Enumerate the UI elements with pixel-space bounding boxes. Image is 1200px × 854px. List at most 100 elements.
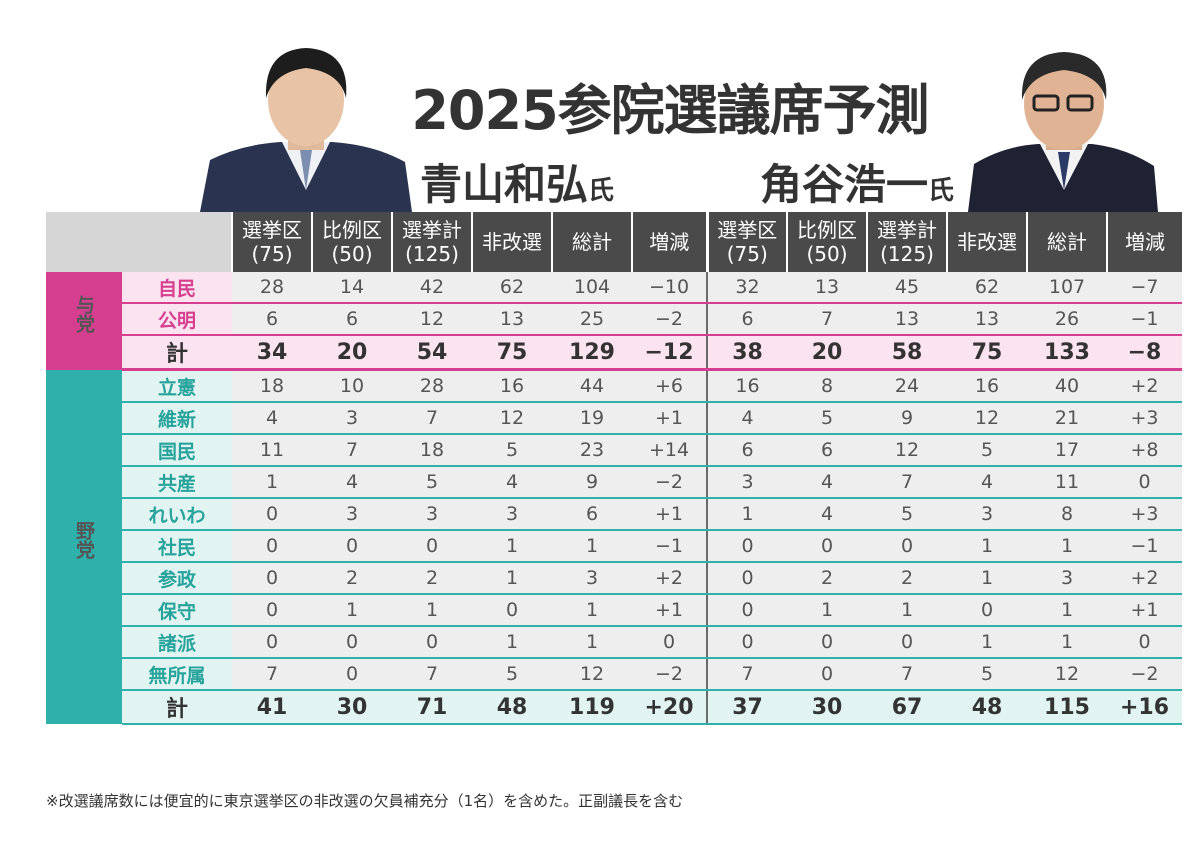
- table-row: 国民 11 7 18 5 23 +14 6 6 12 5 17 +8: [46, 434, 1182, 467]
- party-name: 保守: [122, 594, 232, 627]
- seat-value-aoyama: 42: [392, 272, 472, 304]
- seat-value-sumiya: 12: [947, 402, 1027, 435]
- seat-value-sumiya: 0: [707, 562, 787, 595]
- seat-value-sumiya: −1: [1107, 303, 1182, 336]
- seat-value-sumiya: 1: [947, 530, 1027, 563]
- total-row: 計 41 30 71 48 119 +20 37 30 67 48 115 +16: [46, 690, 1182, 725]
- party-name: 国民: [122, 434, 232, 467]
- seat-value-sumiya: −2: [1107, 658, 1182, 691]
- header-cell: 総計: [552, 212, 633, 272]
- seat-value-sumiya: 107: [1027, 272, 1107, 304]
- seat-value-sumiya: 13: [867, 303, 947, 336]
- seat-value-aoyama: +20: [632, 690, 708, 725]
- table-row: 参政 0 2 2 1 3 +2 0 2 2 1 3 +2: [46, 562, 1182, 595]
- total-row: 計 34 20 54 75 129 −12 38 20 58 75 133 −8: [46, 335, 1182, 371]
- seat-value-aoyama: 1: [552, 530, 632, 563]
- header-cell: 非改選: [472, 212, 553, 272]
- seat-value-aoyama: 16: [472, 369, 552, 403]
- seat-value-sumiya: 5: [867, 498, 947, 531]
- seat-value-sumiya: 8: [1027, 498, 1107, 531]
- seat-value-aoyama: 2: [312, 562, 392, 595]
- table-row: 野党 立憲 18 10 28 16 44 +6 16 8 24 16 40 +2: [46, 369, 1182, 724]
- seat-value-sumiya: +1: [1107, 594, 1182, 627]
- seat-value-aoyama: −2: [632, 658, 708, 691]
- party-name: 共産: [122, 466, 232, 499]
- seat-value-aoyama: 1: [472, 626, 552, 659]
- seat-value-sumiya: 0: [707, 594, 787, 627]
- table-row: 共産 1 4 5 4 9 −2 3 4 7 4 11 0: [46, 466, 1182, 499]
- seat-value-aoyama: 5: [472, 658, 552, 691]
- seat-value-aoyama: −12: [632, 335, 708, 371]
- seat-value-aoyama: 9: [552, 466, 632, 499]
- table-row: 無所属 7 0 7 5 12 −2 7 0 7 5 12 −2: [46, 658, 1182, 691]
- seat-value-sumiya: 4: [947, 466, 1027, 499]
- seat-value-aoyama: 1: [472, 562, 552, 595]
- seat-value-aoyama: 1: [472, 530, 552, 563]
- seat-value-aoyama: 4: [232, 402, 312, 435]
- seat-value-aoyama: 6: [552, 498, 632, 531]
- seat-value-aoyama: −2: [632, 303, 708, 336]
- seat-value-sumiya: 1: [947, 562, 1027, 595]
- seat-value-aoyama: 62: [472, 272, 552, 304]
- seat-value-sumiya: −1: [1107, 530, 1182, 563]
- seat-value-sumiya: 67: [867, 690, 947, 725]
- header-cell: 非改選: [947, 212, 1028, 272]
- seat-value-sumiya: 4: [707, 402, 787, 435]
- seat-value-sumiya: 3: [707, 466, 787, 499]
- seat-value-aoyama: 28: [232, 272, 312, 304]
- seat-value-sumiya: 20: [787, 335, 867, 371]
- seat-value-sumiya: 7: [787, 303, 867, 336]
- seat-value-sumiya: 24: [867, 369, 947, 403]
- seat-value-aoyama: 7: [312, 434, 392, 467]
- seat-value-aoyama: 4: [312, 466, 392, 499]
- seat-value-sumiya: 0: [787, 530, 867, 563]
- seat-value-sumiya: 16: [947, 369, 1027, 403]
- seat-value-sumiya: 0: [1107, 466, 1182, 499]
- seat-value-aoyama: 5: [392, 466, 472, 499]
- party-name: 計: [122, 690, 232, 725]
- header-cell: 選挙計 (125): [392, 212, 473, 272]
- seat-value-aoyama: 0: [232, 626, 312, 659]
- header-cell: 増減: [632, 212, 709, 272]
- seat-value-sumiya: 1: [787, 594, 867, 627]
- seat-value-aoyama: 41: [232, 690, 312, 725]
- seat-value-aoyama: 34: [232, 335, 312, 371]
- seat-value-sumiya: 0: [867, 530, 947, 563]
- seat-value-sumiya: 7: [867, 658, 947, 691]
- seat-value-aoyama: −2: [632, 466, 708, 499]
- table-row: 公明 6 6 12 13 25 −2 6 7 13 13 26 −1: [46, 303, 1182, 336]
- group-label-opposition: 野党: [46, 369, 122, 724]
- header-cell: 総計: [1027, 212, 1108, 272]
- seat-value-aoyama: 6: [232, 303, 312, 336]
- seat-value-aoyama: 12: [552, 658, 632, 691]
- seat-value-sumiya: 0: [787, 658, 867, 691]
- seat-value-sumiya: 9: [867, 402, 947, 435]
- seat-value-aoyama: 11: [232, 434, 312, 467]
- seat-value-sumiya: 7: [867, 466, 947, 499]
- seat-value-aoyama: 119: [552, 690, 632, 725]
- seat-value-sumiya: 4: [787, 466, 867, 499]
- table-row: 諸派 0 0 0 1 1 0 0 0 0 1 1 0: [46, 626, 1182, 659]
- party-name: 維新: [122, 402, 232, 435]
- seat-value-sumiya: 5: [787, 402, 867, 435]
- header-cell: 選挙計 (125): [867, 212, 948, 272]
- seat-value-aoyama: 129: [552, 335, 632, 371]
- seat-value-sumiya: 21: [1027, 402, 1107, 435]
- seat-value-sumiya: 48: [947, 690, 1027, 725]
- seat-value-sumiya: 6: [707, 434, 787, 467]
- seat-value-aoyama: 23: [552, 434, 632, 467]
- seat-value-sumiya: 3: [1027, 562, 1107, 595]
- party-name: 参政: [122, 562, 232, 595]
- seat-value-aoyama: 104: [552, 272, 632, 304]
- seat-value-aoyama: 54: [392, 335, 472, 371]
- seat-value-aoyama: 0: [232, 498, 312, 531]
- seat-value-sumiya: 13: [947, 303, 1027, 336]
- seat-value-aoyama: +1: [632, 402, 708, 435]
- seat-value-aoyama: 18: [392, 434, 472, 467]
- seat-value-sumiya: +8: [1107, 434, 1182, 467]
- seat-value-sumiya: 2: [787, 562, 867, 595]
- seat-value-aoyama: 3: [552, 562, 632, 595]
- party-name: 立憲: [122, 369, 232, 403]
- seat-forecast-table: 選挙区 (75) 比例区 (50) 選挙計 (125) 非改選 総計 増減 選挙区 (7…: [46, 212, 1182, 725]
- seat-value-sumiya: −8: [1107, 335, 1182, 371]
